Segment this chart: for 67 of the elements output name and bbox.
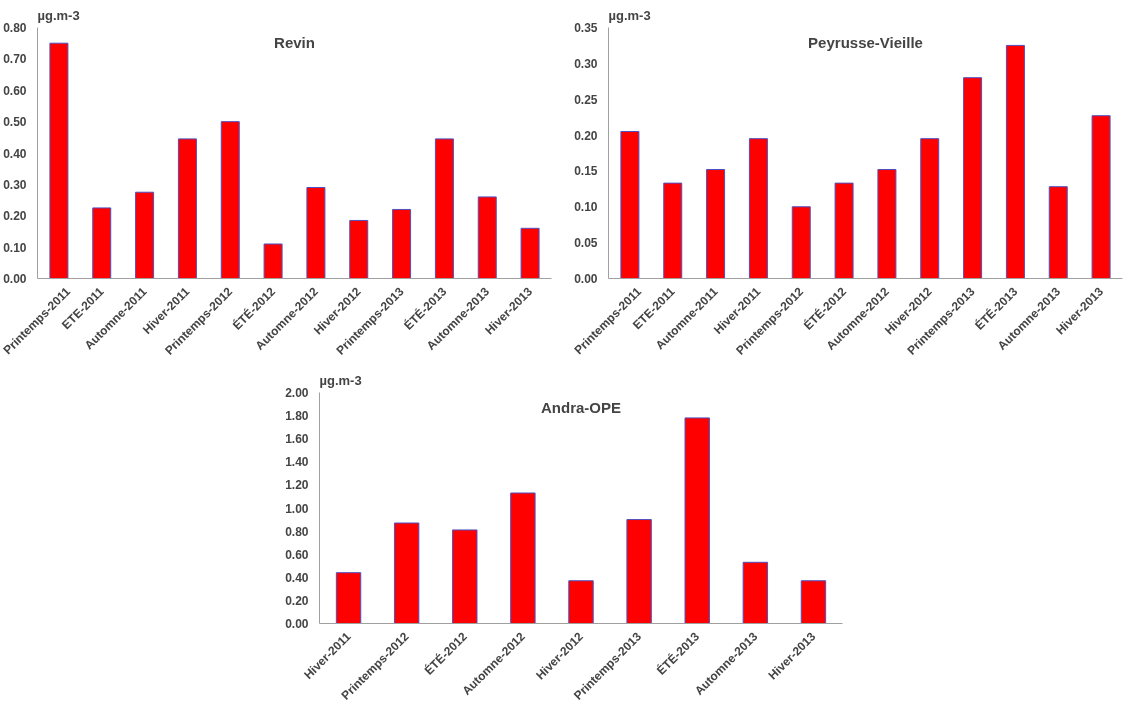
bar (520, 227, 540, 279)
y-tick-label: 0.80 (3, 21, 27, 35)
bar (510, 492, 536, 624)
y-axis-title: µg.m-3 (37, 7, 80, 23)
y-tick-label: 0.70 (3, 52, 27, 67)
y-tick-label: 0.20 (574, 128, 598, 143)
bar (1048, 186, 1068, 279)
bar (393, 522, 420, 624)
bar (135, 191, 155, 279)
y-axis-title: µg.m-3 (608, 7, 651, 23)
bar (748, 138, 768, 279)
bar (477, 196, 497, 279)
bar (335, 572, 362, 624)
bar (706, 168, 726, 279)
bar (1005, 44, 1025, 279)
bar (434, 138, 454, 279)
y-tick-label: 0.15 (574, 164, 598, 179)
y-tick-label: 1.40 (285, 455, 309, 470)
bar (392, 208, 412, 279)
bar (452, 529, 478, 624)
y-tick-label: 0.35 (574, 21, 598, 35)
bar (834, 182, 854, 279)
bar (963, 77, 983, 279)
bar (877, 168, 897, 279)
bar (663, 182, 683, 279)
bar (920, 138, 940, 279)
bar (742, 561, 769, 624)
y-tick-label: 0.10 (574, 200, 598, 215)
y-tick-label: 0.20 (3, 209, 27, 224)
y-tick-label: 2.00 (285, 386, 309, 400)
bar (306, 187, 326, 279)
bar (92, 207, 112, 279)
y-tick-label: 0.00 (574, 272, 598, 286)
y-tick-label: 0.30 (574, 56, 598, 71)
bar (177, 138, 197, 279)
bar (791, 206, 811, 279)
bar (800, 580, 827, 624)
y-tick-label: 0.40 (3, 146, 27, 161)
bar (568, 580, 594, 624)
y-tick-label: 0.25 (574, 92, 598, 107)
bar (49, 42, 69, 279)
y-tick-label: 0.00 (285, 617, 309, 631)
y-tick-label: 0.10 (3, 240, 27, 255)
y-tick-label: 0.20 (285, 593, 309, 608)
y-tick-label: 0.50 (3, 115, 27, 130)
bar (1091, 115, 1111, 279)
y-tick-label: 1.60 (285, 432, 309, 447)
y-tick-label: 1.80 (285, 409, 309, 424)
chart-title: Peyrusse-Vieille (808, 33, 923, 51)
bar (684, 417, 710, 624)
y-tick-label: 0.00 (3, 272, 27, 286)
bar (349, 219, 369, 279)
bar (263, 243, 283, 279)
y-tick-label: 0.60 (285, 547, 309, 562)
chart-title: Andra-OPE (541, 398, 622, 416)
y-tick-label: 1.00 (285, 501, 309, 516)
y-tick-label: 1.20 (285, 478, 309, 493)
y-tick-label: 0.80 (285, 524, 309, 539)
y-tick-label: 0.60 (3, 83, 27, 98)
y-tick-label: 0.40 (285, 570, 309, 585)
chart-title: Revin (274, 33, 315, 51)
y-tick-label: 0.05 (574, 236, 598, 251)
y-axis-title: µg.m-3 (319, 372, 362, 388)
bar (626, 519, 652, 624)
bar (220, 121, 240, 279)
bar (620, 130, 640, 279)
y-tick-label: 0.30 (3, 177, 27, 192)
